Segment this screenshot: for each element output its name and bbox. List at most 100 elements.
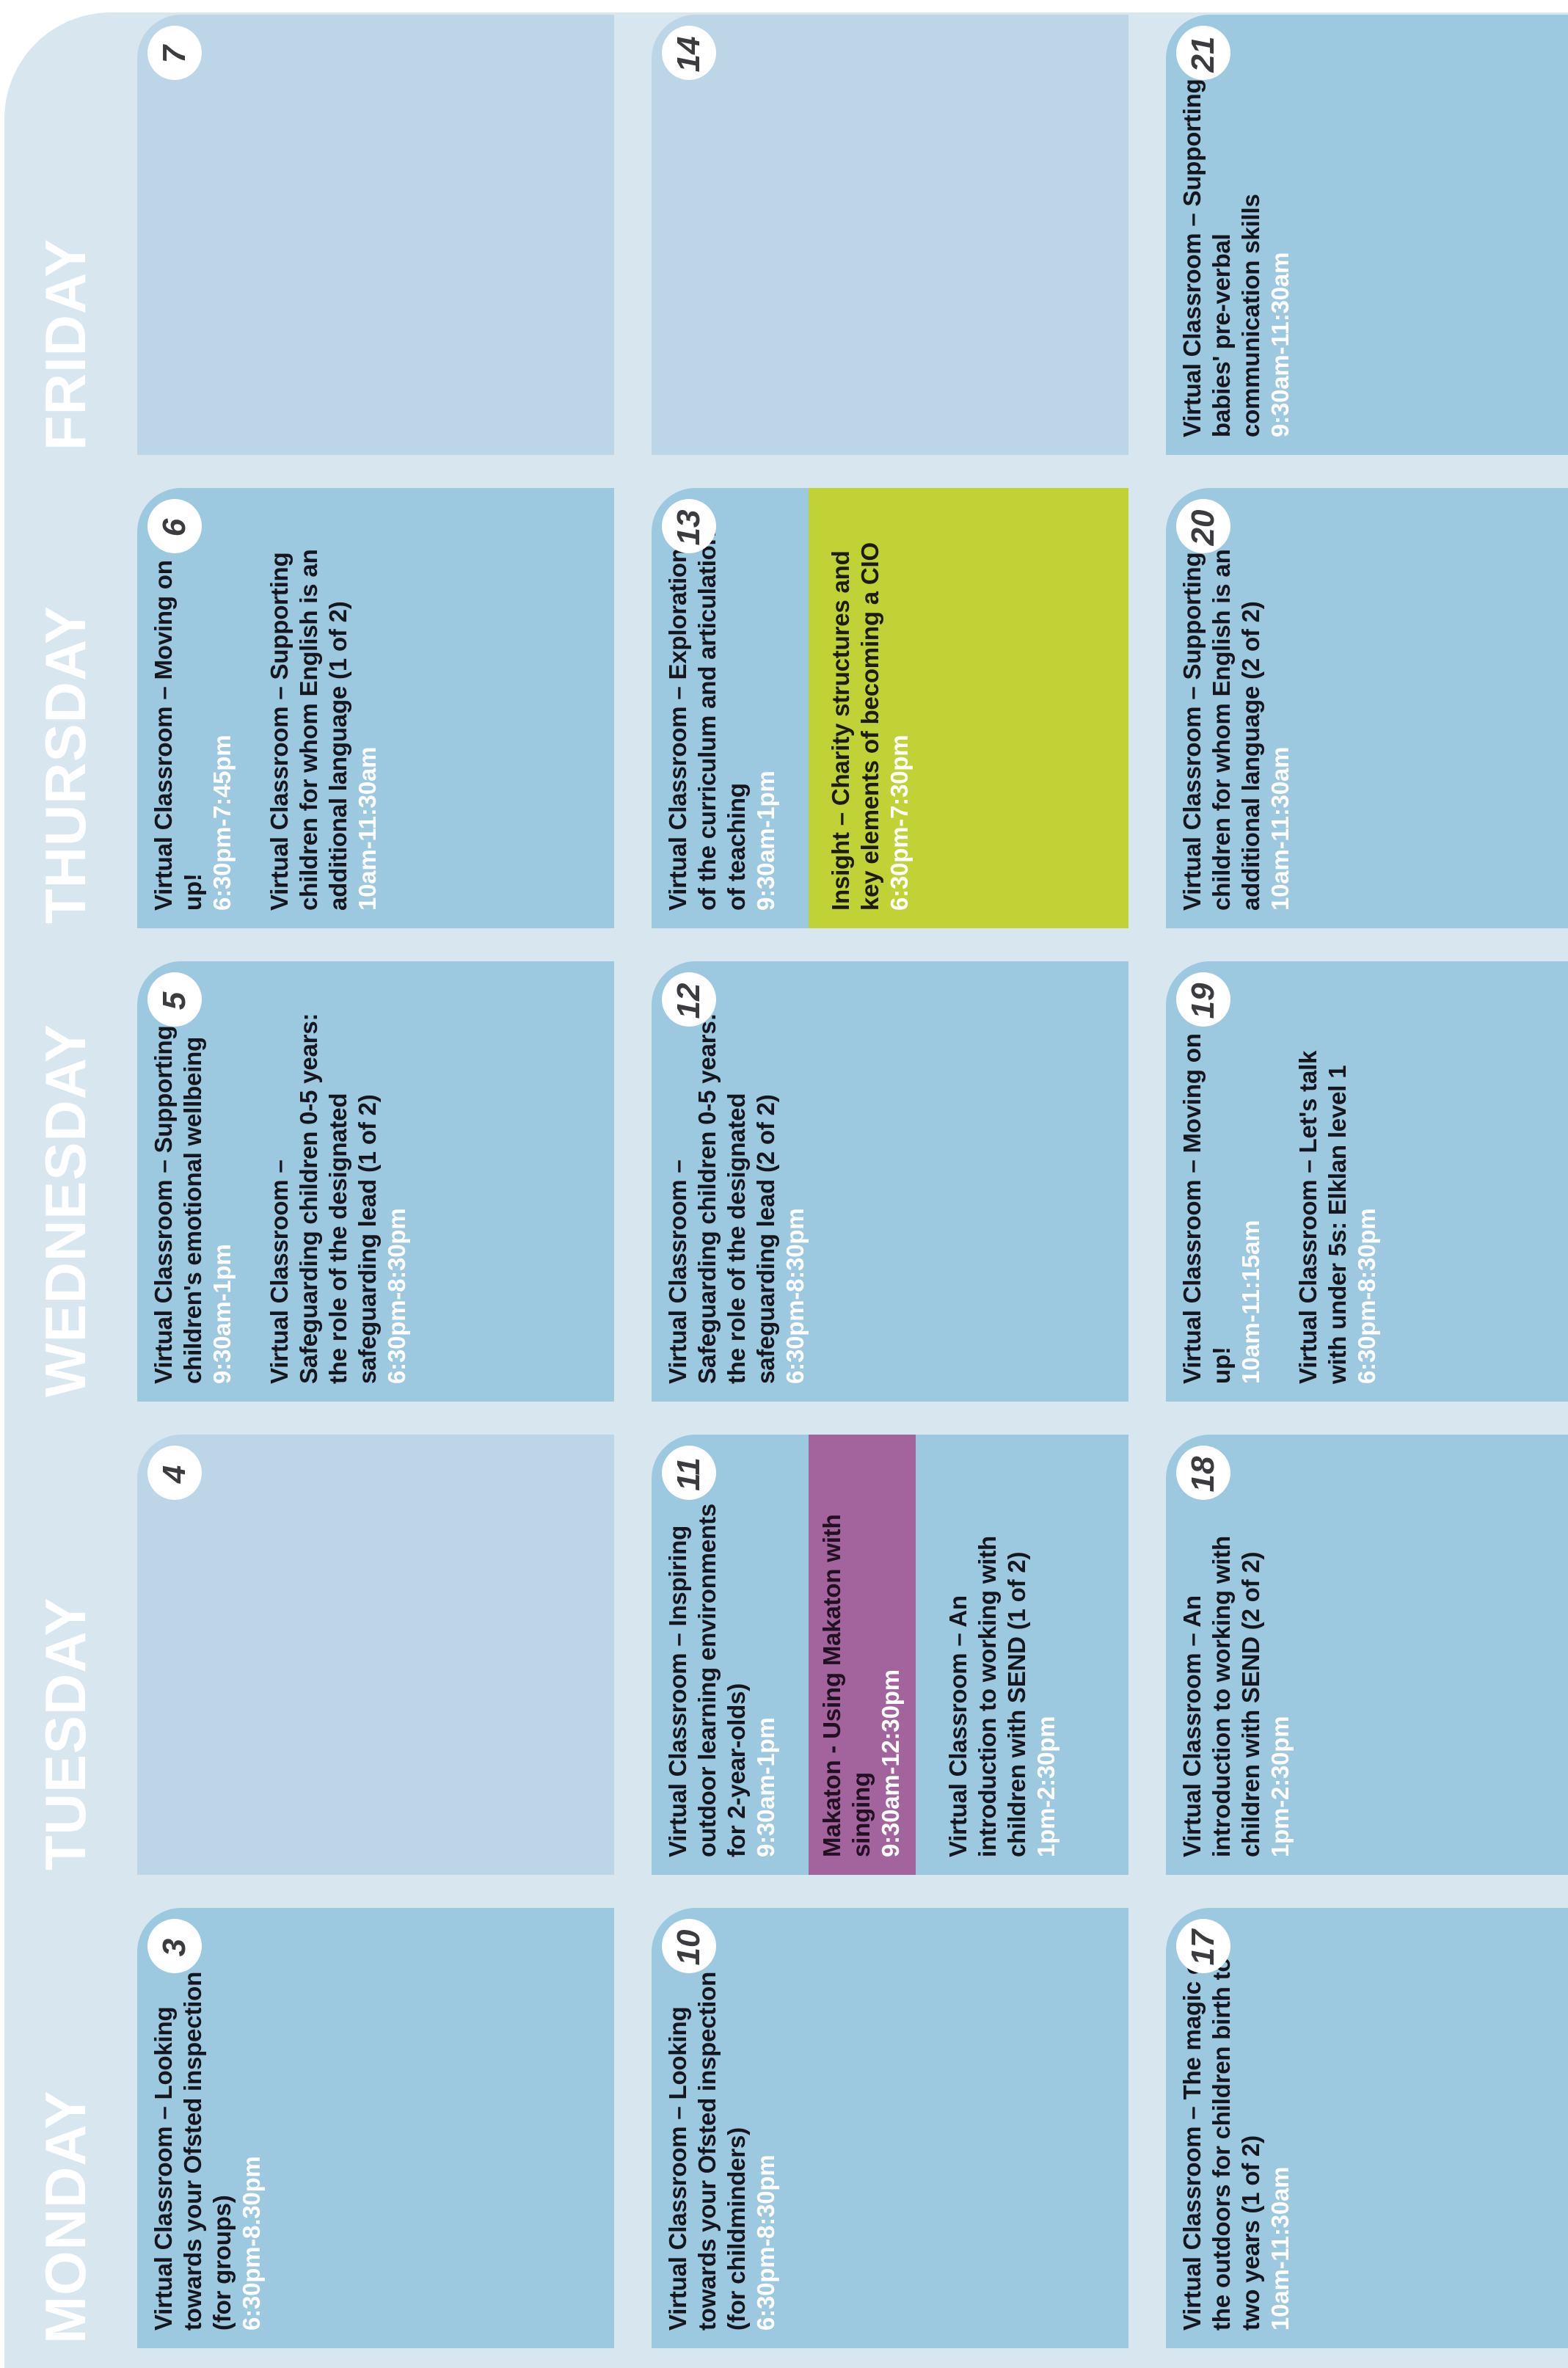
- date-badge: 20: [1176, 499, 1230, 553]
- date-badge: 10: [662, 1919, 716, 1973]
- event-time: 6:30pm-8:30pm: [752, 2154, 779, 2331]
- date-number: 4: [156, 1465, 192, 1484]
- date-number: 19: [1185, 983, 1221, 1019]
- event-time: 6:30pm-8:30pm: [1353, 1208, 1380, 1385]
- event: Virtual Classroom – Inspiring outdoor le…: [663, 1476, 781, 1857]
- event-title: Virtual Classroom – Moving on up!: [1178, 1033, 1235, 1384]
- date-number: 6: [156, 518, 192, 537]
- event-title: Virtual Classroom – Looking towards your…: [150, 1971, 236, 2331]
- calendar-cell-5: 5 Virtual Classroom – Supporting children…: [137, 961, 614, 1402]
- event-time: 9:30am-1pm: [208, 1244, 236, 1384]
- date-badge: 6: [147, 499, 202, 553]
- event-time: 6:30pm-8:30pm: [383, 1208, 410, 1385]
- date-badge: 12: [662, 972, 716, 1027]
- event-title: Virtual Classroom – An introduction to w…: [944, 1536, 1030, 1857]
- event: Virtual Classroom – Safeguarding childre…: [663, 1002, 810, 1384]
- event-title: Virtual Classroom – Moving on up!: [150, 560, 206, 911]
- event-time: 10am-11:15am: [1237, 1220, 1264, 1384]
- event: Virtual Classroom – Supporting babies' p…: [1178, 56, 1295, 437]
- calendar-cell-19: 19 Virtual Classroom – Moving on up! 10am-…: [1166, 961, 1568, 1402]
- day-header-tuesday: TUESDAY: [33, 1597, 98, 1870]
- date-badge: 14: [662, 26, 716, 80]
- event: Virtual Classroom – Let's talk with unde…: [1294, 1002, 1382, 1384]
- event-time: 6:30pm-8:30pm: [781, 1208, 809, 1385]
- event-time: 9:30am-12:30pm: [877, 1669, 904, 1857]
- event-time: 10am-11:30am: [1266, 2166, 1294, 2331]
- date-badge: 4: [147, 1446, 202, 1500]
- date-badge: 3: [147, 1919, 202, 1973]
- event: Virtual Classroom – Supporting children'…: [149, 1002, 237, 1384]
- date-number: 18: [1185, 1456, 1221, 1493]
- event: Virtual Classroom – Moving on up! 10am-11…: [1178, 1002, 1266, 1384]
- event-time: 9:30am-1pm: [752, 1717, 779, 1857]
- date-number: 10: [671, 1929, 707, 1966]
- event-time: 6:30pm-7:30pm: [886, 735, 913, 911]
- date-number: 14: [671, 36, 707, 73]
- event-time: 1pm-2:30pm: [1032, 1716, 1060, 1857]
- event: Virtual Classroom – Supporting children …: [1178, 529, 1295, 911]
- date-badge: 17: [1176, 1919, 1230, 1973]
- event-time: 10am-11:30am: [354, 746, 381, 911]
- calendar-cell-13: 13 Virtual Classroom – Exploration of the…: [652, 488, 1128, 928]
- calendar-cell-18: 18 Virtual Classroom – An introduction to…: [1166, 1435, 1568, 1875]
- event: Virtual Classroom – Supporting children …: [265, 529, 382, 911]
- event-title: Makaton - Using Makaton with singing: [818, 1514, 875, 1857]
- date-number: 12: [671, 983, 707, 1019]
- date-number: 20: [1185, 509, 1221, 546]
- event-title: Virtual Classroom – An introduction to w…: [1178, 1536, 1264, 1857]
- event: Virtual Classroom – An introduction to w…: [1178, 1476, 1295, 1857]
- event-title: Virtual Classroom – Safeguarding childre…: [664, 1013, 779, 1384]
- event: Virtual Classroom – Moving on up! 6:30pm-…: [149, 529, 237, 911]
- day-header-wednesday: WEDNESDAY: [33, 1024, 98, 1397]
- calendar-cell-17: 17 Virtual Classroom – The magic of the o…: [1166, 1908, 1568, 2348]
- event: Virtual Classroom – Looking towards your…: [149, 1949, 266, 2331]
- calendar-cell-3: 3 Virtual Classroom – Looking towards you…: [137, 1908, 614, 2348]
- date-badge: 13: [662, 499, 716, 553]
- event-title: Virtual Classroom – The magic of the out…: [1178, 1952, 1264, 2331]
- calendar-cell-6: 6 Virtual Classroom – Moving on up! 6:30pm…: [137, 488, 614, 928]
- event-title: Virtual Classroom – Inspiring outdoor le…: [664, 1504, 750, 1857]
- date-number: 21: [1185, 36, 1221, 73]
- calendar-cell-21: 21 Virtual Classroom – Supporting babies'…: [1166, 15, 1568, 455]
- event-title: Virtual Classroom – Supporting children …: [1178, 549, 1264, 911]
- event: Virtual Classroom – An introduction to w…: [944, 1476, 1061, 1857]
- event-time: 9:30am-1pm: [752, 770, 779, 911]
- date-badge: 18: [1176, 1446, 1230, 1500]
- event-time: 10am-11:30am: [1266, 746, 1294, 911]
- calendar-cell-20: 20 Virtual Classroom – Supporting childre…: [1166, 488, 1568, 928]
- event-time: 6:30pm-7:45pm: [208, 735, 236, 911]
- event-title: Virtual Classroom – Exploration of the c…: [664, 531, 750, 911]
- event-title: Virtual Classroom – Supporting babies' p…: [1178, 79, 1264, 437]
- event-title: Virtual Classroom – Looking towards your…: [664, 1971, 750, 2331]
- calendar-cell-10: 10 Virtual Classroom – Looking towards yo…: [652, 1908, 1128, 2348]
- event-title: Virtual Classroom – Supporting children …: [266, 549, 351, 911]
- calendar-cell-11: 11 Virtual Classroom – Inspiring outdoor …: [652, 1435, 1128, 1875]
- event-title: Insight – Charity structures and key ele…: [827, 542, 883, 911]
- event: Virtual Classroom – The magic of the out…: [1178, 1949, 1295, 2331]
- event-time: 9:30am-11:30am: [1266, 252, 1294, 437]
- day-header-monday: MONDAY: [33, 2090, 98, 2345]
- date-badge: 19: [1176, 972, 1230, 1027]
- calendar-cell-12: 12 Virtual Classroom – Safeguarding child…: [652, 961, 1128, 1402]
- date-badge: 11: [662, 1446, 716, 1500]
- date-number: 17: [1185, 1929, 1221, 1966]
- date-number: 11: [671, 1457, 707, 1491]
- date-number: 3: [156, 1938, 192, 1957]
- event: Virtual Classroom – Looking towards your…: [663, 1949, 781, 2331]
- date-badge: 5: [147, 972, 202, 1027]
- date-number: 5: [156, 991, 192, 1010]
- event-highlight-green: Insight – Charity structures and key ele…: [809, 488, 1128, 928]
- event-title: Virtual Classroom – Safeguarding childre…: [266, 1013, 381, 1384]
- event-time: 1pm-2:30pm: [1266, 1716, 1294, 1857]
- calendar-cell-4: 4: [137, 1435, 614, 1875]
- date-number: 7: [156, 45, 192, 64]
- event-time: 6:30pm-8.30pm: [238, 2156, 265, 2331]
- event-title: Virtual Classroom – Let's talk with unde…: [1294, 1050, 1351, 1384]
- day-header-friday: FRIDAY: [33, 238, 98, 451]
- event-title: Virtual Classroom – Supporting children'…: [150, 1025, 206, 1384]
- event: Virtual Classroom – Safeguarding childre…: [265, 1002, 412, 1384]
- event-highlight-purple: Makaton - Using Makaton with singing 9:30…: [809, 1435, 916, 1875]
- calendar-cell-14: 14: [652, 15, 1128, 455]
- event: Virtual Classroom – Exploration of the c…: [663, 529, 781, 911]
